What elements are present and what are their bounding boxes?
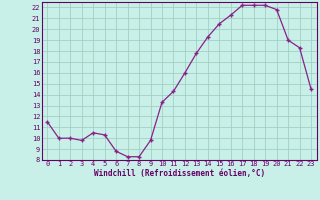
X-axis label: Windchill (Refroidissement éolien,°C): Windchill (Refroidissement éolien,°C) [94, 169, 265, 178]
